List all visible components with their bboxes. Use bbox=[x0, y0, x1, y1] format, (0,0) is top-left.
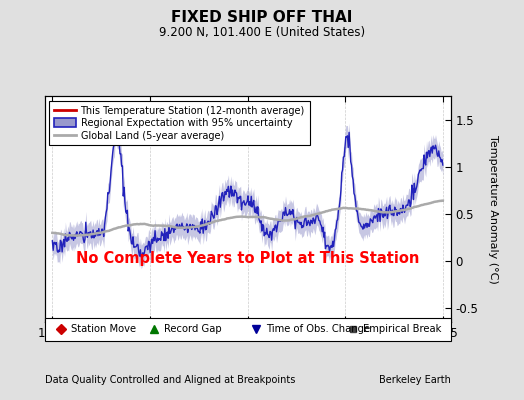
Text: 9.200 N, 101.400 E (United States): 9.200 N, 101.400 E (United States) bbox=[159, 26, 365, 39]
Text: Data Quality Controlled and Aligned at Breakpoints: Data Quality Controlled and Aligned at B… bbox=[45, 375, 295, 385]
Y-axis label: Temperature Anomaly (°C): Temperature Anomaly (°C) bbox=[488, 135, 498, 283]
Legend: This Temperature Station (12-month average), Regional Expectation with 95% uncer: This Temperature Station (12-month avera… bbox=[49, 101, 310, 146]
Text: Station Move: Station Move bbox=[71, 324, 136, 334]
Text: FIXED SHIP OFF THAI: FIXED SHIP OFF THAI bbox=[171, 10, 353, 25]
Text: No Complete Years to Plot at This Station: No Complete Years to Plot at This Statio… bbox=[76, 251, 419, 266]
FancyBboxPatch shape bbox=[45, 318, 451, 341]
Text: Empirical Break: Empirical Break bbox=[363, 324, 442, 334]
Text: Record Gap: Record Gap bbox=[165, 324, 222, 334]
Text: Berkeley Earth: Berkeley Earth bbox=[379, 375, 451, 385]
Text: Time of Obs. Change: Time of Obs. Change bbox=[266, 324, 370, 334]
